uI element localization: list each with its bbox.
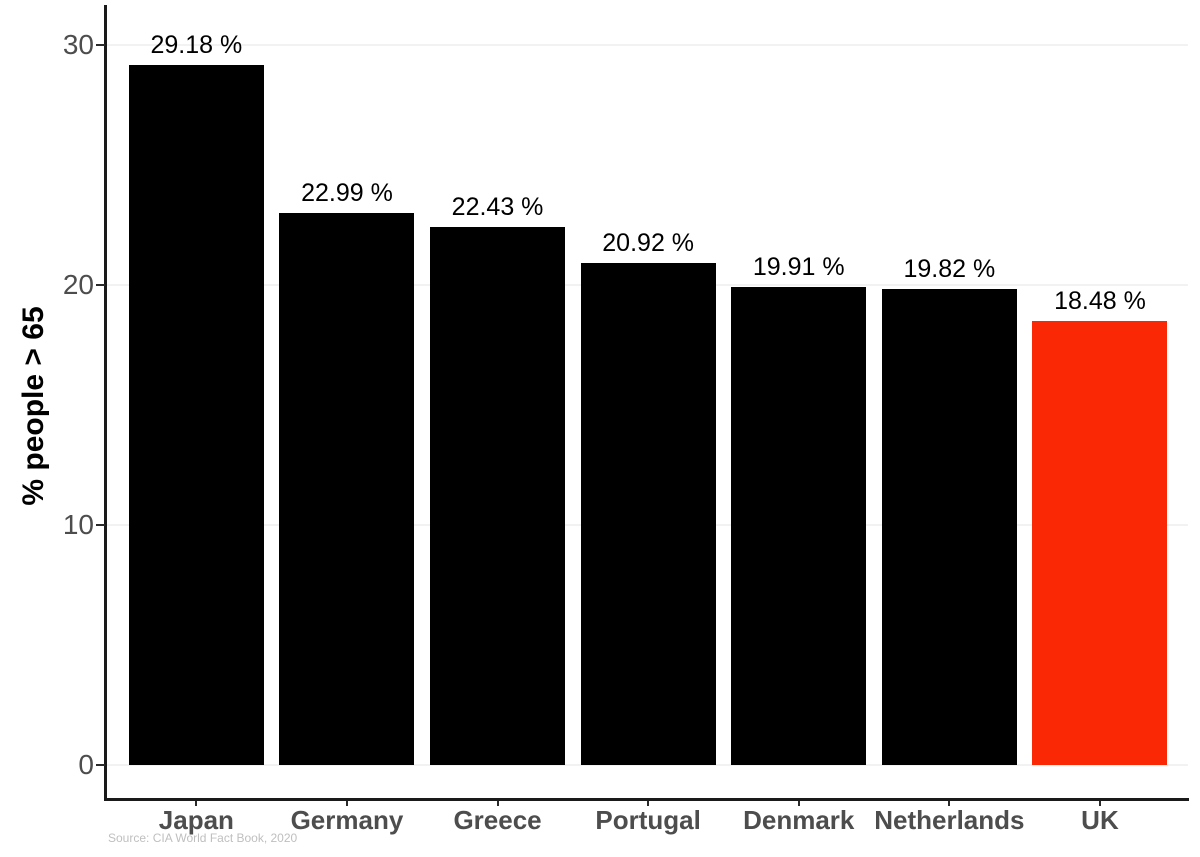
y-axis-tick-30 xyxy=(96,44,105,46)
category-label-denmark: Denmark xyxy=(743,805,855,835)
bar-germany xyxy=(279,213,415,765)
category-label-germany: Germany xyxy=(290,805,404,835)
y-gridline-30 xyxy=(107,44,1188,46)
value-label-greece: 22.43 % xyxy=(451,192,544,221)
bar-japan xyxy=(128,64,264,765)
y-axis-tick-20 xyxy=(96,284,105,286)
value-label-germany: 22.99 % xyxy=(301,179,393,208)
y-axis-line xyxy=(104,5,107,801)
source-note: Source: CIA World Fact Book, 2020 xyxy=(108,831,298,845)
x-axis-tick-japan xyxy=(195,801,198,806)
x-axis-tick-greece xyxy=(496,801,499,806)
category-label-uk: UK xyxy=(1081,805,1119,835)
y-tick-label-20: 20 xyxy=(62,269,94,300)
category-label-portugal: Portugal xyxy=(595,805,701,835)
bar-greece xyxy=(430,226,566,765)
x-axis-tick-denmark xyxy=(797,801,800,806)
category-label-japan: Japan xyxy=(158,805,234,835)
bar-uk xyxy=(1032,321,1168,765)
value-label-netherlands: 19.82 % xyxy=(903,255,996,284)
x-axis-tick-netherlands xyxy=(948,801,951,806)
value-label-uk: 18.48 % xyxy=(1054,287,1146,316)
category-label-greece: Greece xyxy=(453,805,542,835)
bar-portugal xyxy=(580,262,716,765)
y-axis-title: % people > 65 xyxy=(17,306,50,506)
category-label-netherlands: Netherlands xyxy=(874,805,1025,835)
x-axis-tick-portugal xyxy=(647,801,650,806)
y-tick-label-30: 30 xyxy=(62,29,94,60)
y-tick-label-10: 10 xyxy=(62,509,94,540)
y-axis-tick-10 xyxy=(96,524,105,526)
x-axis-line xyxy=(104,798,1189,801)
bar-netherlands xyxy=(881,289,1017,765)
y-tick-label-0: 0 xyxy=(78,749,94,780)
value-label-portugal: 20.92 % xyxy=(602,228,695,257)
x-axis-tick-germany xyxy=(345,801,348,806)
value-label-japan: 29.18 % xyxy=(150,30,243,59)
bar-denmark xyxy=(731,287,867,765)
y-axis-tick-0 xyxy=(96,764,105,766)
value-label-denmark: 19.91 % xyxy=(752,253,845,282)
y-gridline-0 xyxy=(107,764,1188,766)
x-axis-tick-uk xyxy=(1098,801,1101,806)
